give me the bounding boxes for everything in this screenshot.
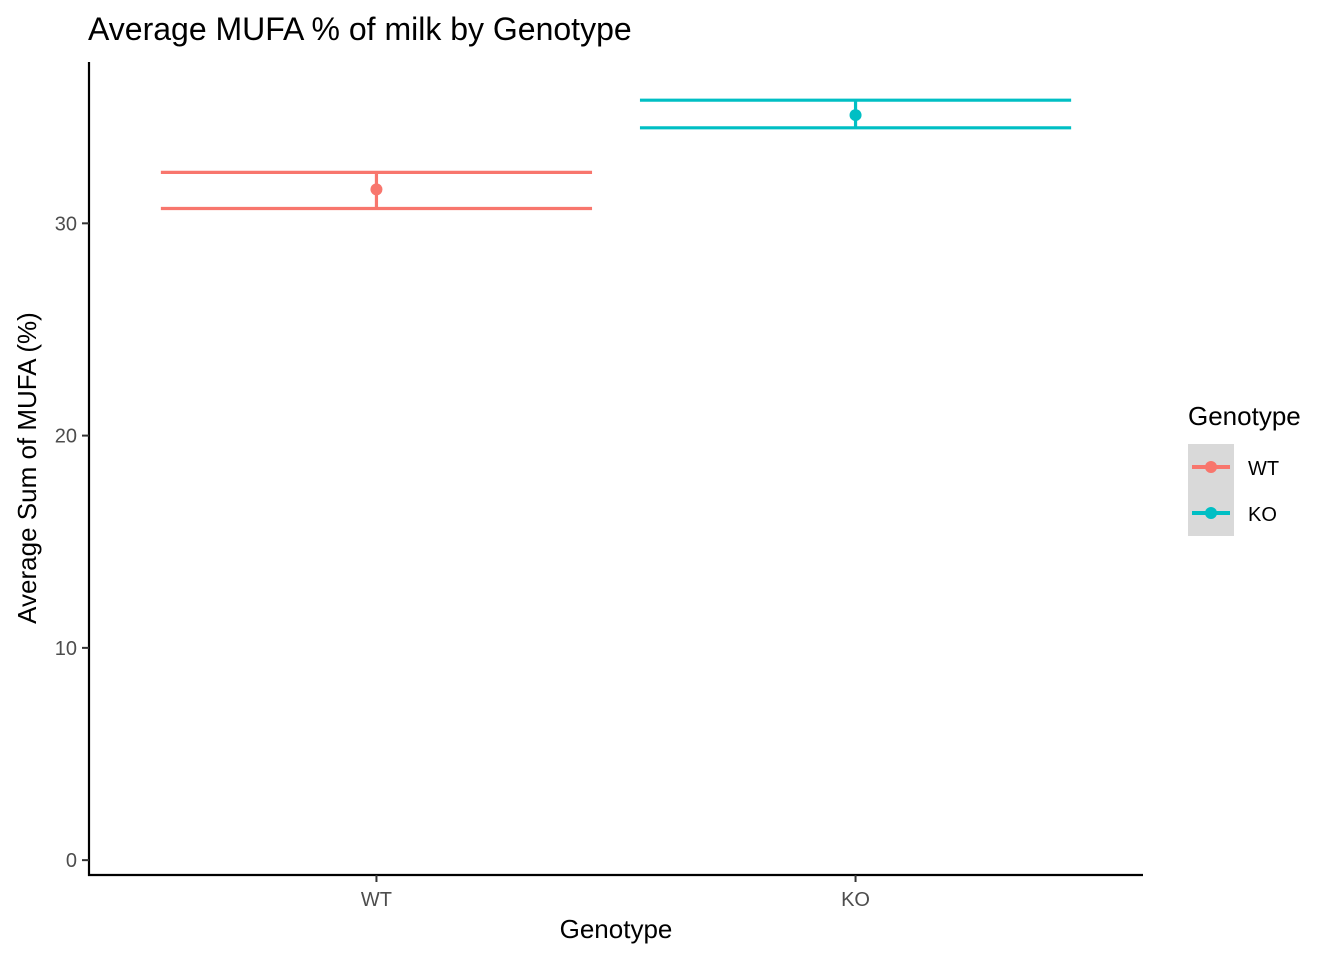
legend-label: KO [1248, 504, 1277, 526]
chart-title: Average MUFA % of milk by Genotype [88, 11, 632, 47]
y-tick-label: 20 [55, 426, 77, 448]
y-axis-ticks: 0 10 20 30 [55, 213, 89, 872]
y-tick-label: 0 [66, 850, 77, 872]
series-ko [639, 98, 1072, 130]
x-axis-ticks: WT KO [361, 875, 870, 911]
y-axis-title: Average Sum of MUFA (%) [12, 312, 42, 624]
legend: Genotype WT KO [1188, 401, 1301, 536]
x-tick-label: WT [361, 889, 392, 911]
x-tick-label: KO [841, 889, 870, 911]
y-tick-label: 30 [55, 213, 77, 235]
legend-point-icon [1205, 507, 1217, 519]
legend-point-icon [1205, 461, 1217, 473]
mean-point [849, 109, 862, 122]
plot-panel [160, 98, 1072, 211]
legend-key-background [1188, 444, 1234, 536]
legend-title: Genotype [1188, 401, 1301, 431]
x-axis-title: Genotype [560, 914, 673, 944]
legend-item-ko: KO [1192, 504, 1277, 526]
mean-point [370, 183, 383, 196]
legend-item-wt: WT [1192, 458, 1279, 480]
legend-label: WT [1248, 458, 1279, 480]
series-wt [160, 170, 593, 211]
y-tick-label: 10 [55, 638, 77, 660]
